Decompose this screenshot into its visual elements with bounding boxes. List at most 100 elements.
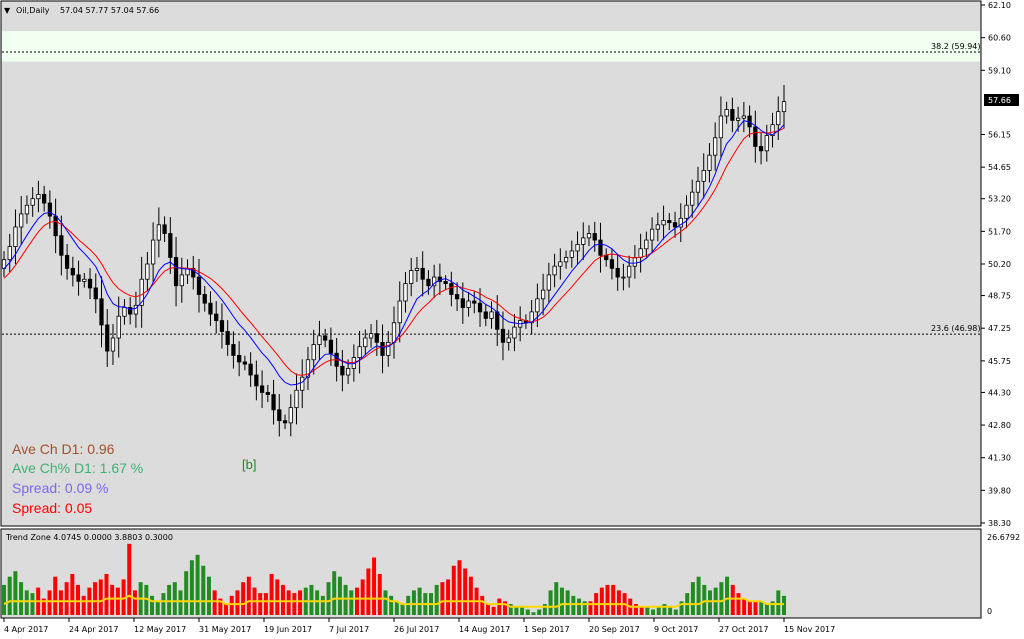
fib-label-0: 38.2 (59.94) <box>931 42 981 51</box>
histogram-bar <box>144 584 149 615</box>
candle-body <box>397 300 402 324</box>
fib-levels: 38.2 (59.94) 23.6 (46.98) <box>2 42 981 335</box>
candle <box>191 255 196 290</box>
histogram-bar <box>725 576 730 615</box>
candle-body <box>162 224 167 234</box>
candle-body <box>70 267 75 276</box>
candle-body <box>87 278 93 289</box>
histogram-bar <box>451 565 456 615</box>
candle-body <box>420 267 425 280</box>
candle-body <box>122 307 127 317</box>
price-axis: 62.10 60.60 59.10 56.15 54.65 53.20 51.70 50.20… <box>981 1 1011 528</box>
price-tick-label: 53.20 <box>988 195 1011 204</box>
histogram-bar <box>411 590 416 615</box>
candle <box>64 243 70 280</box>
candle <box>403 272 408 313</box>
candle-body <box>179 274 184 287</box>
histogram-bar <box>668 606 673 615</box>
candle-body <box>563 257 569 263</box>
time-tick-label: 26 Jul 2017 <box>394 625 439 634</box>
candle-body <box>277 409 282 422</box>
candle-body <box>128 307 133 315</box>
collapse-arrow-icon[interactable]: ▼ <box>4 6 11 15</box>
candle <box>42 185 47 212</box>
candle-body <box>317 335 322 345</box>
candle-body <box>409 270 414 284</box>
candle <box>208 291 213 326</box>
candle-body <box>724 109 729 117</box>
time-tick-label: 27 Oct 2017 <box>719 625 768 634</box>
histogram-bar <box>275 579 280 615</box>
candle <box>99 276 104 348</box>
histogram-bar <box>605 584 610 615</box>
histogram-bar <box>235 590 240 615</box>
histogram-bar <box>702 584 707 615</box>
histogram-bar <box>121 579 126 615</box>
candle-body <box>13 226 18 247</box>
histogram-bar <box>372 557 377 615</box>
candle-body <box>150 239 156 265</box>
candle <box>581 222 586 260</box>
candle <box>414 256 420 282</box>
histogram-bar <box>115 587 120 615</box>
histogram-bar <box>263 593 268 615</box>
candle <box>305 346 311 391</box>
price-tick-label: 51.70 <box>988 227 1011 236</box>
candle <box>30 187 35 217</box>
price-panel[interactable] <box>0 0 982 527</box>
histogram-bar <box>241 582 246 615</box>
candle-body <box>644 239 649 250</box>
candle <box>323 328 328 348</box>
candle-body <box>667 220 672 224</box>
histogram-bar <box>417 587 422 615</box>
histogram-bar <box>178 590 183 615</box>
candle-body <box>311 344 316 361</box>
candle-body <box>512 326 517 339</box>
ave-change-pct-text: Ave Ch% D1: 1.67 % <box>12 460 143 476</box>
candle-body <box>432 276 437 287</box>
candle-body <box>328 339 334 354</box>
candle <box>477 288 483 327</box>
candle <box>59 215 64 276</box>
histogram-bar <box>76 584 81 615</box>
candle <box>563 250 569 269</box>
histogram-bar <box>70 573 75 615</box>
histogram-bar <box>30 593 35 615</box>
candle <box>150 222 156 282</box>
histogram-bar <box>588 601 593 615</box>
candle-body <box>581 237 586 245</box>
candle <box>105 309 110 367</box>
histogram-bar <box>47 590 52 615</box>
candle-body <box>168 233 173 258</box>
candle <box>627 255 632 288</box>
candle-body <box>323 335 328 341</box>
candle <box>713 122 718 171</box>
histogram-bar <box>343 584 348 615</box>
candle-body <box>7 246 12 261</box>
candle-body <box>713 137 718 156</box>
candle <box>145 251 150 292</box>
candle <box>718 96 724 158</box>
histogram-bar <box>730 584 735 615</box>
histogram-bar <box>782 595 786 615</box>
candle <box>386 331 391 367</box>
candle-body <box>776 111 781 126</box>
candle <box>586 225 592 247</box>
candle-body <box>575 244 580 252</box>
candle-body <box>741 115 746 119</box>
candle <box>214 301 219 334</box>
candle <box>380 324 385 374</box>
candle-body <box>592 233 597 241</box>
histogram-bar <box>485 604 490 615</box>
candle <box>558 248 563 280</box>
candle <box>512 313 517 352</box>
candle <box>248 352 253 387</box>
histogram-bar <box>150 595 155 615</box>
candle <box>82 273 87 288</box>
candle-body <box>47 202 53 217</box>
candles <box>1 84 787 437</box>
candle <box>753 110 758 163</box>
histogram-bar <box>110 584 115 615</box>
histogram-bar <box>337 576 342 615</box>
candle <box>179 257 184 303</box>
